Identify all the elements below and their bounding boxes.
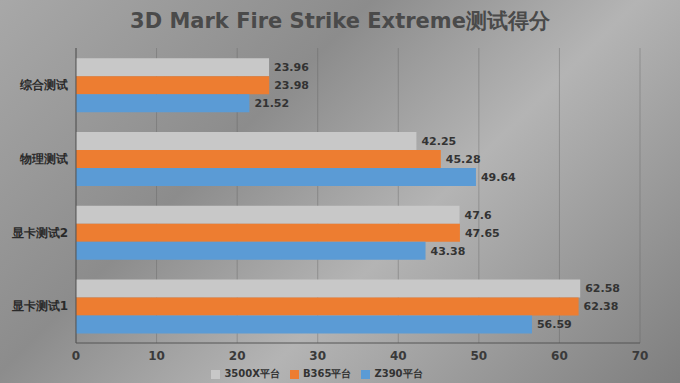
html-text:Z390平台: Z390平台 — [374, 368, 423, 379]
svg-text:0: 0 — [72, 349, 80, 363]
svg-text:21.52: 21.52 — [254, 97, 289, 110]
svg-text:40: 40 — [390, 349, 407, 363]
svg-text:56.59: 56.59 — [537, 318, 572, 331]
svg-text:49.64: 49.64 — [481, 171, 516, 184]
svg-text:显卡测试1: 显卡测试1 — [11, 299, 68, 313]
svg-text:23.96: 23.96 — [274, 61, 309, 74]
svg-text:显卡测试2: 显卡测试2 — [11, 226, 68, 240]
svg-text:综合测试: 综合测试 — [19, 78, 68, 92]
svg-text:70: 70 — [632, 349, 649, 363]
svg-text:47.6: 47.6 — [465, 209, 492, 222]
svg-text:20: 20 — [229, 349, 246, 363]
svg-text:30: 30 — [309, 349, 326, 363]
svg-text:23.98: 23.98 — [274, 79, 309, 92]
svg-text:50: 50 — [471, 349, 488, 363]
html-text:B365平台: B365平台 — [303, 368, 352, 379]
svg-text:42.25: 42.25 — [421, 135, 456, 148]
svg-text:45.28: 45.28 — [446, 153, 481, 166]
svg-text:62.58: 62.58 — [585, 282, 620, 295]
svg-text:60: 60 — [551, 349, 568, 363]
svg-text:43.38: 43.38 — [431, 245, 466, 258]
svg-text:10: 10 — [148, 349, 165, 363]
html-text:3D Mark Fire Strike Extreme测试得: 3D Mark Fire Strike Extreme测试得分 — [130, 9, 550, 33]
svg-text:物理测试: 物理测试 — [19, 152, 68, 166]
svg-text:62.38: 62.38 — [584, 300, 619, 313]
svg-text:47.65: 47.65 — [465, 227, 500, 240]
html-text:3500X平台: 3500X平台 — [224, 368, 280, 379]
